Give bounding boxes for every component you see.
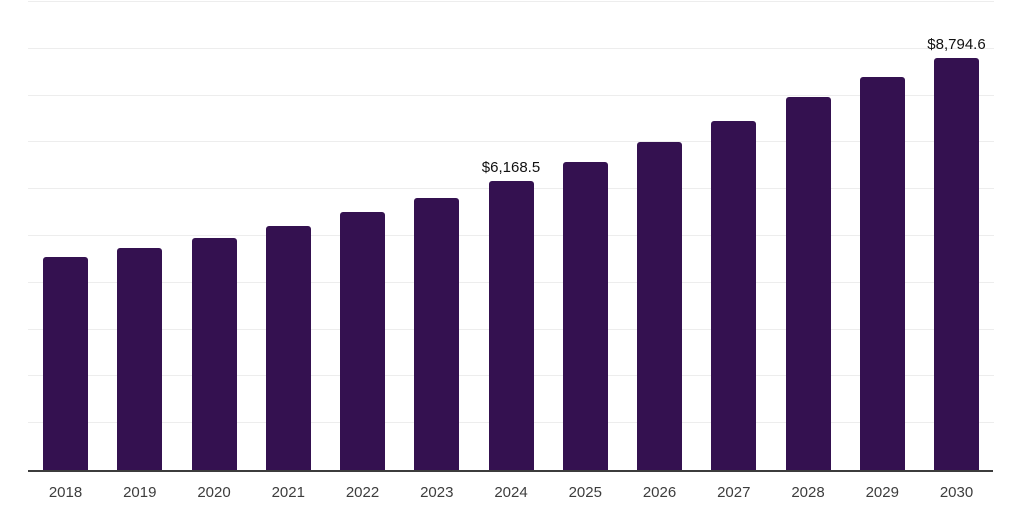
x-tick-label-2028: 2028 bbox=[791, 484, 825, 501]
data-label-2024: $6,168.5 bbox=[481, 159, 541, 177]
x-tick-label-2030: 2030 bbox=[939, 484, 974, 501]
gridline bbox=[28, 94, 994, 96]
x-tick-label-2025: 2025 bbox=[568, 484, 602, 501]
x-tick-label-2021: 2021 bbox=[271, 484, 305, 501]
bar-2030: $8,794.6 bbox=[927, 36, 986, 470]
x-tick-label-2020: 2020 bbox=[197, 484, 231, 501]
bar-2019 bbox=[117, 247, 163, 470]
x-tick-label-2027: 2027 bbox=[717, 484, 751, 501]
bars: $6,168.5 $8,794.6 bbox=[28, 2, 994, 470]
bar-2020 bbox=[191, 238, 237, 470]
x-axis-line bbox=[28, 470, 993, 472]
x-tick-label-2024: 2024 bbox=[494, 484, 528, 501]
bar-2024: $6,168.5 bbox=[482, 159, 540, 470]
bar-2029 bbox=[859, 77, 905, 470]
x-tick-label-2023: 2023 bbox=[420, 484, 454, 501]
x-tick-label-2018: 2018 bbox=[48, 484, 83, 501]
x-tick-label-2029: 2029 bbox=[865, 484, 899, 501]
x-tick-label-2019: 2019 bbox=[123, 484, 157, 501]
bar-2027 bbox=[711, 121, 757, 470]
bar-2021 bbox=[265, 225, 311, 470]
gridline bbox=[28, 47, 994, 49]
data-label-2030: $8,794.6 bbox=[927, 36, 986, 54]
gridline bbox=[28, 1, 994, 2]
bar-2028 bbox=[785, 97, 831, 470]
bar-2023 bbox=[414, 197, 460, 470]
plot-area: $6,168.5 $8,794.6 bbox=[28, 1, 994, 472]
x-tick-label-2022: 2022 bbox=[345, 484, 380, 501]
bar-2018 bbox=[43, 257, 88, 470]
bar-2022 bbox=[340, 212, 385, 470]
bar-chart: $6,168.5 $8,794.6 2018 2019 2020 2021 2022 202… bbox=[28, 1, 994, 501]
bar-2026 bbox=[637, 142, 682, 470]
bar-2025 bbox=[562, 161, 608, 470]
x-axis-labels: 2018 2019 2020 2021 2022 2023 2024 2025 2026 2027… bbox=[28, 484, 994, 501]
gridline bbox=[28, 141, 994, 143]
x-tick-label-2026: 2026 bbox=[642, 484, 677, 501]
